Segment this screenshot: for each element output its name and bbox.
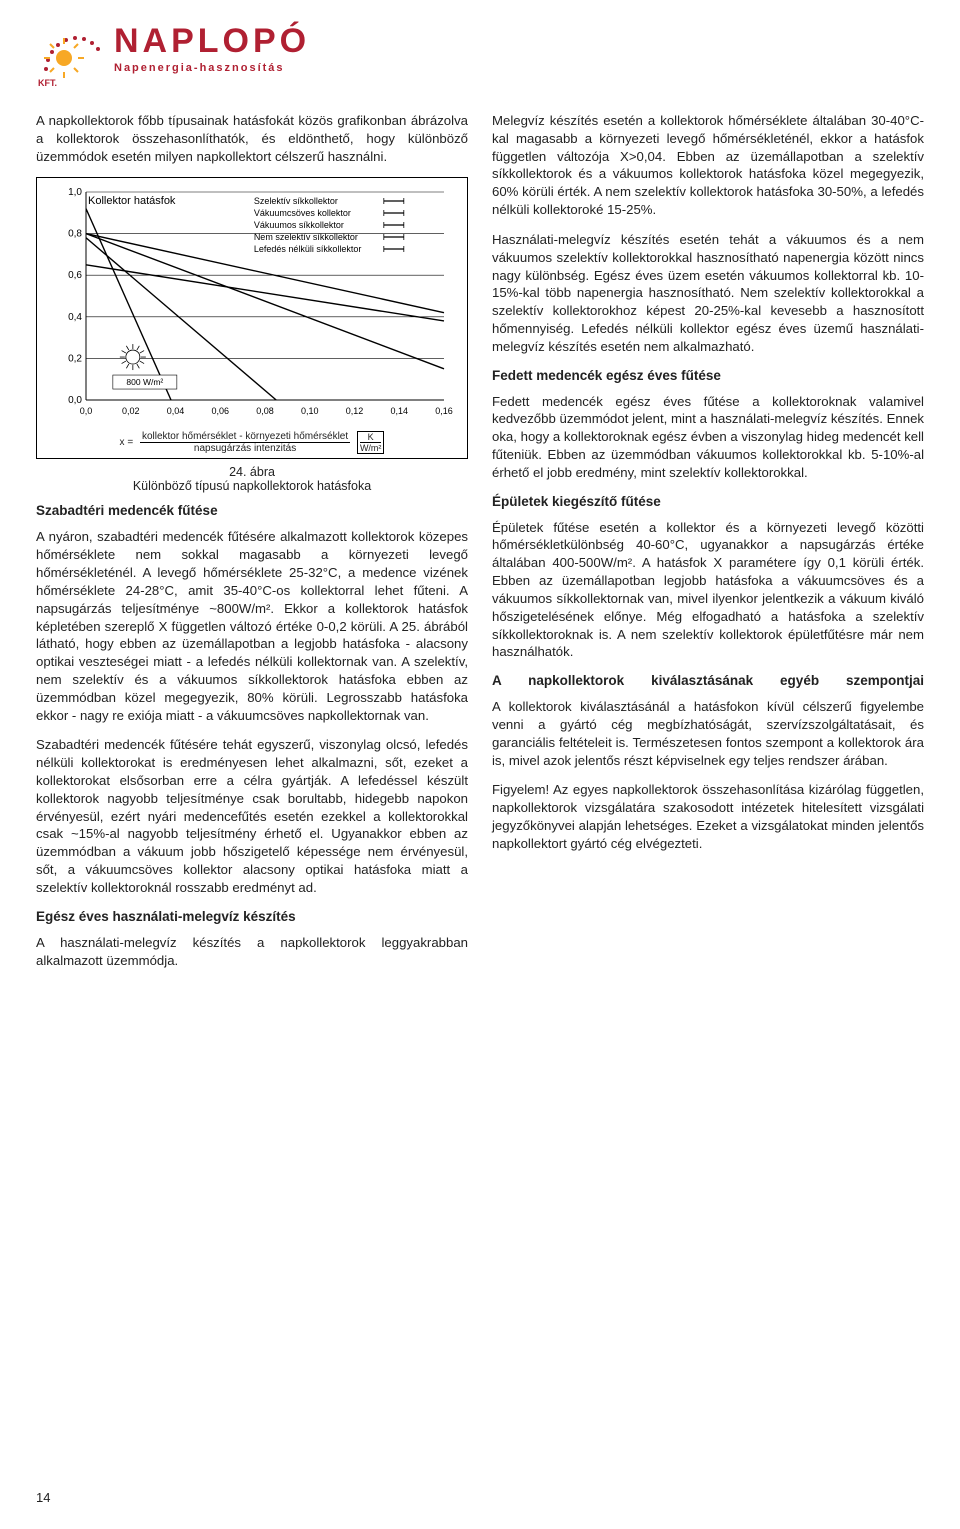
logo: KFT. NAPLOPÓ Napenergia-hasznosítás — [36, 24, 924, 84]
page-number: 14 — [36, 1490, 50, 1505]
svg-text:0,0: 0,0 — [68, 395, 82, 406]
formula-unit-top: K — [360, 432, 382, 443]
svg-text:0,04: 0,04 — [167, 406, 185, 416]
para-right-3: Fedett medencék egész éves fűtése a koll… — [492, 393, 924, 482]
para-right-5: A kollektorok kiválasztásánál a hatásfok… — [492, 698, 924, 769]
svg-text:0,4: 0,4 — [68, 312, 82, 323]
logo-kft: KFT. — [38, 78, 57, 88]
formula-numerator: kollektor hőmérséklet - környezeti hőmér… — [140, 431, 350, 443]
svg-text:Vákuumcsöves kollektor: Vákuumcsöves kollektor — [254, 208, 351, 218]
svg-text:0,12: 0,12 — [346, 406, 364, 416]
svg-text:0,10: 0,10 — [301, 406, 319, 416]
logo-word: NAPLOPÓ — [114, 24, 310, 58]
heading-indoor-pools: Fedett medencék egész éves fűtése — [492, 368, 924, 383]
intro-paragraph: A napkollektorok főbb típusainak hatásfo… — [36, 112, 468, 165]
chart-formula: x = kollektor hőmérséklet - környezeti h… — [45, 431, 459, 454]
para-outdoor-2: Szabadtéri medencék fűtésére tehát egysz… — [36, 736, 468, 896]
svg-text:0,0: 0,0 — [80, 406, 93, 416]
svg-text:0,14: 0,14 — [390, 406, 408, 416]
svg-text:0,08: 0,08 — [256, 406, 274, 416]
heading-outdoor-pools: Szabadtéri medencék fűtése — [36, 503, 468, 518]
svg-text:800 W/m²: 800 W/m² — [126, 377, 163, 387]
svg-text:0,16: 0,16 — [435, 406, 453, 416]
svg-text:0,2: 0,2 — [68, 354, 82, 365]
efficiency-chart: 0,0 0,2 0,4 0,6 0,8 1,0 0,0 0,02 0,04 0,06 0,08 0,1… — [45, 184, 459, 424]
right-column: Melegvíz készítés esetén a kollektorok h… — [492, 112, 924, 981]
heading-hot-water: Egész éves használati-melegvíz készítés — [36, 909, 468, 924]
para-outdoor-1: A nyáron, szabadtéri medencék fűtésére a… — [36, 528, 468, 724]
svg-text:Szelektív síkkollektor: Szelektív síkkollektor — [254, 196, 338, 206]
para-right-6: Figyelem! Az egyes napkollektorok összeh… — [492, 781, 924, 852]
svg-text:1,0: 1,0 — [68, 187, 82, 198]
formula-x: x = — [120, 438, 134, 449]
svg-text:0,06: 0,06 — [211, 406, 229, 416]
para-right-1: Melegvíz készítés esetén a kollektorok h… — [492, 112, 924, 219]
svg-text:Vákuumos síkkollektor: Vákuumos síkkollektor — [254, 220, 344, 230]
left-column: A napkollektorok főbb típusainak hatásfo… — [36, 112, 468, 981]
para-hot-water: A használati-melegvíz készítés a napkoll… — [36, 934, 468, 970]
svg-text:Kollektor hatásfok: Kollektor hatásfok — [88, 195, 176, 207]
logo-sub: Napenergia-hasznosítás — [114, 62, 285, 74]
svg-text:Nem szelektív síkkollektor: Nem szelektív síkkollektor — [254, 232, 358, 242]
para-right-4: Épületek fűtése esetén a kollektor és a … — [492, 519, 924, 662]
svg-text:Lefedés nélküli síkkollektor: Lefedés nélküli síkkollektor — [254, 244, 362, 254]
formula-unit-bottom: W/m² — [360, 443, 382, 453]
logo-mark: KFT. — [36, 24, 106, 84]
formula-denominator: napsugárzás intenzitás — [140, 443, 350, 454]
chart-caption: 24. ábra Különböző típusú napkollektorok… — [36, 465, 468, 493]
svg-text:0,6: 0,6 — [68, 271, 82, 282]
logo-text: NAPLOPÓ Napenergia-hasznosítás — [114, 24, 310, 74]
svg-text:0,02: 0,02 — [122, 406, 140, 416]
para-right-2: Használati-melegvíz készítés esetén tehá… — [492, 231, 924, 356]
chart-figure: 0,0 0,2 0,4 0,6 0,8 1,0 0,0 0,02 0,04 0,06 0,08 0,1… — [36, 177, 468, 459]
heading-building-heating: Épületek kiegészítő fűtése — [492, 494, 924, 509]
svg-text:0,8: 0,8 — [68, 229, 82, 240]
heading-other-criteria: A napkollektorok kiválasztásának egyéb s… — [492, 673, 924, 688]
